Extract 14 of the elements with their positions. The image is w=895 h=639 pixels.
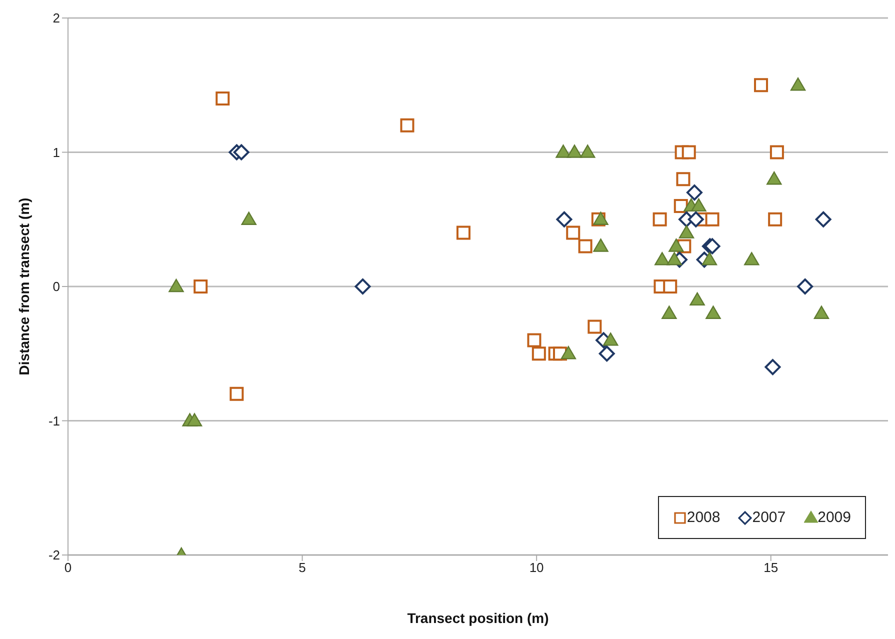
x-tick-label: 10 xyxy=(529,560,544,576)
y-tick-label: 0 xyxy=(52,279,60,294)
legend-label: 2009 xyxy=(818,509,851,526)
y-axis-title: Distance from transect (m) xyxy=(16,198,32,376)
y-tick-label: -1 xyxy=(48,413,60,428)
y-tick-label: -2 xyxy=(48,548,60,563)
x-axis-title: Transect position (m) xyxy=(407,610,549,626)
x-tick-label: 15 xyxy=(764,560,778,576)
y-tick-label: 1 xyxy=(52,144,60,160)
x-tick-label: 5 xyxy=(298,560,306,576)
legend-label: 2008 xyxy=(686,509,720,526)
x-tick-label: 0 xyxy=(64,560,72,576)
y-tick-label: 2 xyxy=(52,10,60,26)
legend-label: 2007 xyxy=(752,509,786,526)
